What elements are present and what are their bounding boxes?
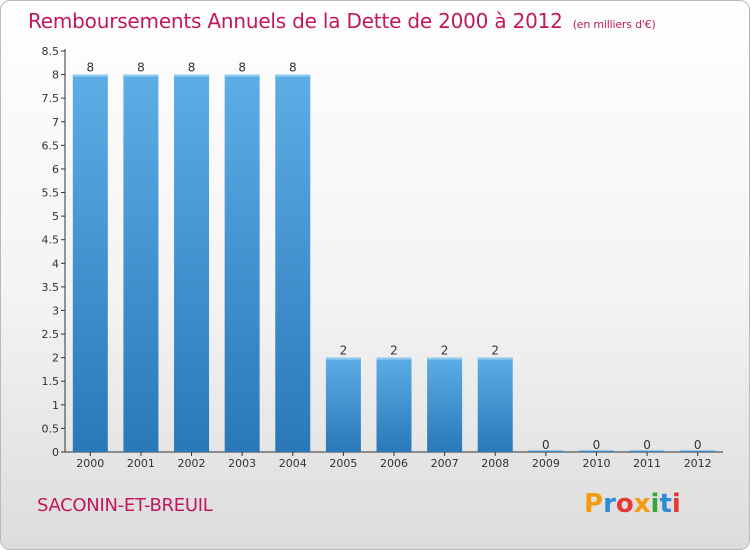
commune-name: SACONIN-ET-BREUIL (37, 495, 213, 516)
y-tick-label: 4.5 (42, 234, 60, 247)
logo-letter: r (603, 489, 616, 519)
y-tick-label: 0.5 (42, 422, 60, 435)
y-tick-label: 8 (52, 69, 59, 82)
bar-highlight (174, 74, 210, 77)
y-tick-label: 7.5 (42, 92, 60, 105)
bar (224, 74, 260, 453)
logo-letter: t (659, 489, 672, 519)
x-tick-label: 2009 (532, 457, 560, 470)
chart-title-text: Remboursements Annuels de la Dette de 20… (28, 9, 563, 33)
chart-subtitle: (en milliers d'€) (572, 18, 656, 31)
data-label: 8 (86, 61, 94, 75)
data-label: 2 (491, 344, 499, 358)
data-label: 8 (188, 61, 196, 75)
bar (477, 357, 513, 452)
x-tick-label: 2002 (178, 457, 206, 470)
data-label: 8 (137, 61, 145, 75)
y-tick-label: 1.5 (42, 375, 60, 388)
logo-letter: x (633, 489, 651, 519)
data-label: 0 (542, 438, 550, 452)
data-label: 8 (238, 61, 246, 75)
bar (578, 450, 614, 452)
x-tick-label: 2003 (228, 457, 256, 470)
y-tick-label: 5.5 (42, 187, 60, 200)
chart-title: Remboursements Annuels de la Dette de 20… (28, 9, 656, 33)
logo-letter: i (650, 489, 660, 519)
bar (376, 357, 412, 452)
data-label: 0 (643, 438, 651, 452)
bar-highlight (72, 74, 108, 77)
y-tick-label: 4 (52, 257, 59, 270)
bar (123, 74, 159, 453)
y-tick-label: 6.5 (42, 139, 60, 152)
x-tick-label: 2012 (684, 457, 712, 470)
bar-highlight (123, 74, 159, 77)
chart-axes: 00.511.522.533.544.555.566.577.588.52000… (42, 45, 723, 470)
bar-highlight (325, 357, 361, 360)
x-tick-label: 2007 (431, 457, 459, 470)
bar-highlight (427, 357, 463, 360)
x-tick-label: 2000 (76, 457, 104, 470)
bar (275, 74, 311, 453)
x-tick-label: 2001 (127, 457, 155, 470)
y-tick-label: 6 (52, 163, 59, 176)
y-tick-label: 1 (52, 399, 59, 412)
bar-highlight (376, 357, 412, 360)
y-tick-label: 7 (52, 116, 59, 129)
y-tick-label: 8.5 (42, 45, 60, 58)
y-tick-label: 2.5 (42, 328, 60, 341)
bar-highlight (224, 74, 260, 77)
y-tick-label: 2 (52, 352, 59, 365)
bar (528, 450, 564, 452)
x-tick-label: 2004 (279, 457, 307, 470)
y-tick-label: 3 (52, 304, 59, 317)
bar-highlight (477, 357, 513, 360)
x-tick-label: 2005 (329, 457, 357, 470)
data-label: 8 (289, 61, 297, 75)
data-label: 0 (593, 438, 601, 452)
proxiti-logo: Proxiti (584, 489, 681, 519)
bar-highlight (275, 74, 311, 77)
y-tick-label: 5 (52, 210, 59, 223)
x-tick-label: 2008 (481, 457, 509, 470)
logo-letter: P (584, 489, 604, 519)
chart-labels: 8 8 8 8 8 2 2 2 2 0 0 0 0 (86, 61, 701, 452)
data-label: 2 (441, 344, 449, 358)
logo-letter: i (671, 489, 681, 519)
data-label: 2 (340, 344, 348, 358)
logo-letter: o (615, 489, 634, 519)
bar (72, 74, 108, 453)
chart-bars (72, 74, 716, 453)
data-label: 2 (390, 344, 398, 358)
bar (680, 450, 716, 452)
bar (325, 357, 361, 452)
y-tick-label: 3.5 (42, 281, 60, 294)
bar (427, 357, 463, 452)
bar (174, 74, 210, 453)
x-tick-label: 2011 (633, 457, 661, 470)
x-tick-label: 2006 (380, 457, 408, 470)
y-tick-label: 0 (52, 446, 59, 459)
data-label: 0 (694, 438, 702, 452)
bar (629, 450, 665, 452)
x-tick-label: 2010 (582, 457, 610, 470)
